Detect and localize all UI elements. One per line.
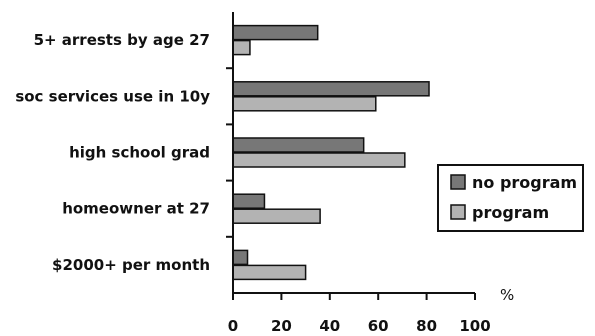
x-unit-label: % (500, 286, 514, 304)
category-label: high school grad (69, 144, 210, 162)
bar-program (232, 96, 377, 112)
legend-swatch-program (450, 204, 466, 220)
bar-program (232, 264, 307, 281)
x-tick-label: 100 (459, 317, 490, 335)
x-axis-ticks: 0 20 40 60 80 100 (228, 293, 491, 335)
category-labels: 5+ arrests by age 27 soc services use in … (15, 31, 210, 274)
category-label: 5+ arrests by age 27 (34, 31, 210, 49)
bar-no-program (232, 81, 430, 97)
category-label: $2000+ per month (52, 256, 210, 274)
bar-no-program (232, 24, 319, 41)
category-label: soc services use in 10y (15, 87, 210, 105)
legend-label-no-program: no program (472, 173, 577, 192)
x-tick-label: 20 (271, 317, 292, 335)
legend-label-program: program (472, 203, 549, 222)
bar-no-program (232, 193, 266, 209)
axes-layer (226, 12, 475, 294)
bar-no-program (232, 249, 249, 266)
bar-program (232, 152, 406, 168)
bar-no-program (232, 137, 365, 153)
x-tick-label: 60 (368, 317, 389, 335)
legend-swatch-no-program (450, 174, 466, 190)
bar-program (232, 208, 321, 224)
category-label: homeowner at 27 (62, 200, 210, 218)
x-tick-label: 0 (228, 317, 238, 335)
x-tick-label: 80 (416, 317, 437, 335)
x-tick-label: 40 (319, 317, 340, 335)
legend: no program program (437, 164, 584, 232)
bar-program (232, 39, 251, 56)
bars-layer (232, 24, 430, 281)
